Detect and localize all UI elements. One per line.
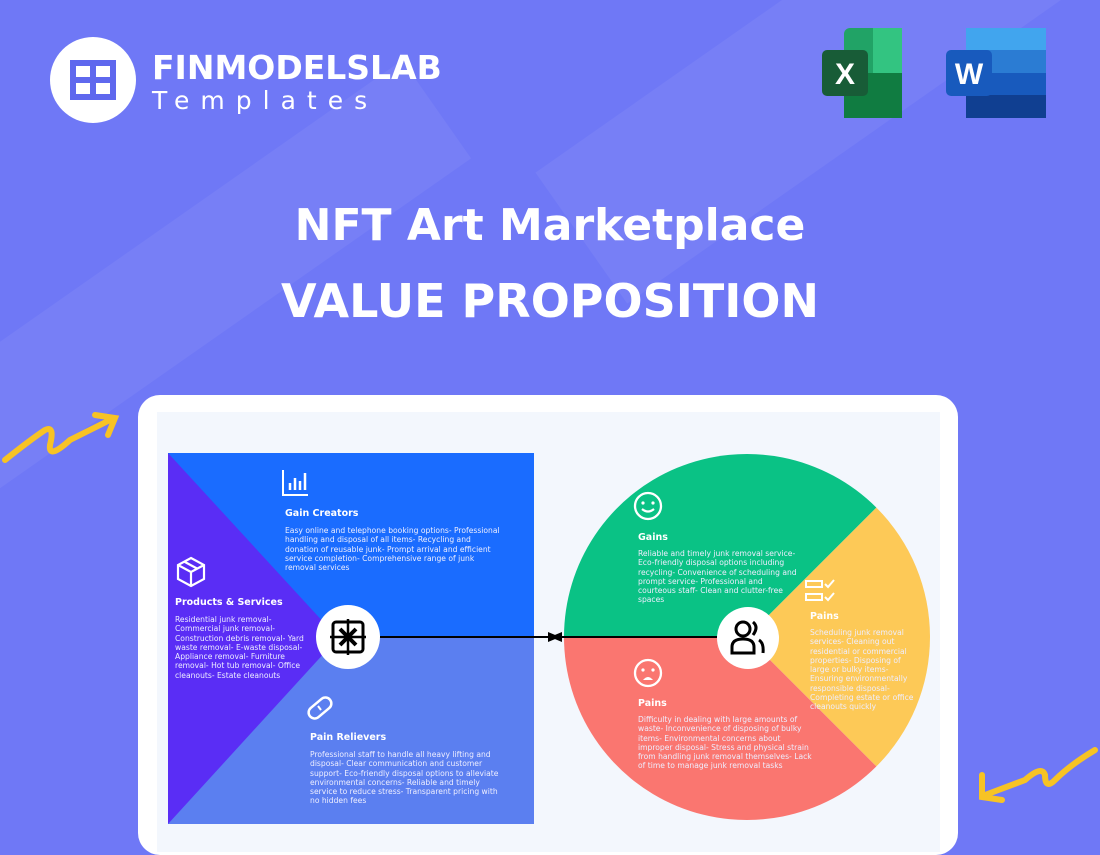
- word-icon: W: [946, 28, 1046, 118]
- page-subtitle: VALUE PROPOSITION: [281, 274, 819, 328]
- gain-creators-title: Gain Creators: [285, 508, 359, 519]
- pain-relievers-text: Professional staff to handle all heavy l…: [310, 750, 499, 806]
- fit-connector: [350, 632, 740, 642]
- arrow-decoration: [979, 747, 1098, 803]
- pains-title: Pains: [638, 698, 667, 709]
- jobs-title: Pains: [810, 611, 839, 622]
- gains-title: Gains: [638, 532, 668, 543]
- chart-icon: [282, 470, 308, 496]
- smile-icon: [633, 491, 663, 521]
- jobs-area: [747, 507, 930, 767]
- sad-face-icon: [633, 658, 663, 688]
- pill-icon: [307, 696, 333, 720]
- gift-icon: [316, 605, 380, 669]
- brand-logo: [50, 37, 136, 123]
- svg-text:X: X: [835, 58, 855, 91]
- arrow-decoration: [2, 412, 120, 463]
- pains-area: [564, 637, 877, 820]
- excel-icon: X: [822, 28, 902, 118]
- pain-relievers-title: Pain Relievers: [310, 732, 387, 743]
- customer-profile: [564, 454, 930, 820]
- value-map: [168, 453, 534, 824]
- box-icon: [176, 556, 206, 588]
- jobs-text: Scheduling junk removal services- Cleani…: [810, 628, 914, 712]
- grid-icon: [70, 60, 116, 100]
- brand-name: FINMODELSLAB: [152, 48, 442, 87]
- svg-text:W: W: [955, 58, 984, 91]
- products-text: Residential junk removal- Commercial jun…: [175, 615, 304, 680]
- brand-subtitle: Templates: [152, 86, 379, 115]
- gains-text: Reliable and timely junk removal service…: [638, 549, 797, 605]
- users-icon: [717, 607, 779, 669]
- page-title: NFT Art Marketplace: [294, 200, 806, 251]
- pains-text: Difficulty in dealing with large amounts…: [638, 715, 812, 771]
- checklist-icon: [805, 579, 835, 602]
- products-title: Products & Services: [175, 597, 283, 608]
- gains-area: [564, 454, 877, 637]
- gain-creators-text: Easy online and telephone booking option…: [285, 526, 500, 573]
- products-area: [168, 453, 338, 824]
